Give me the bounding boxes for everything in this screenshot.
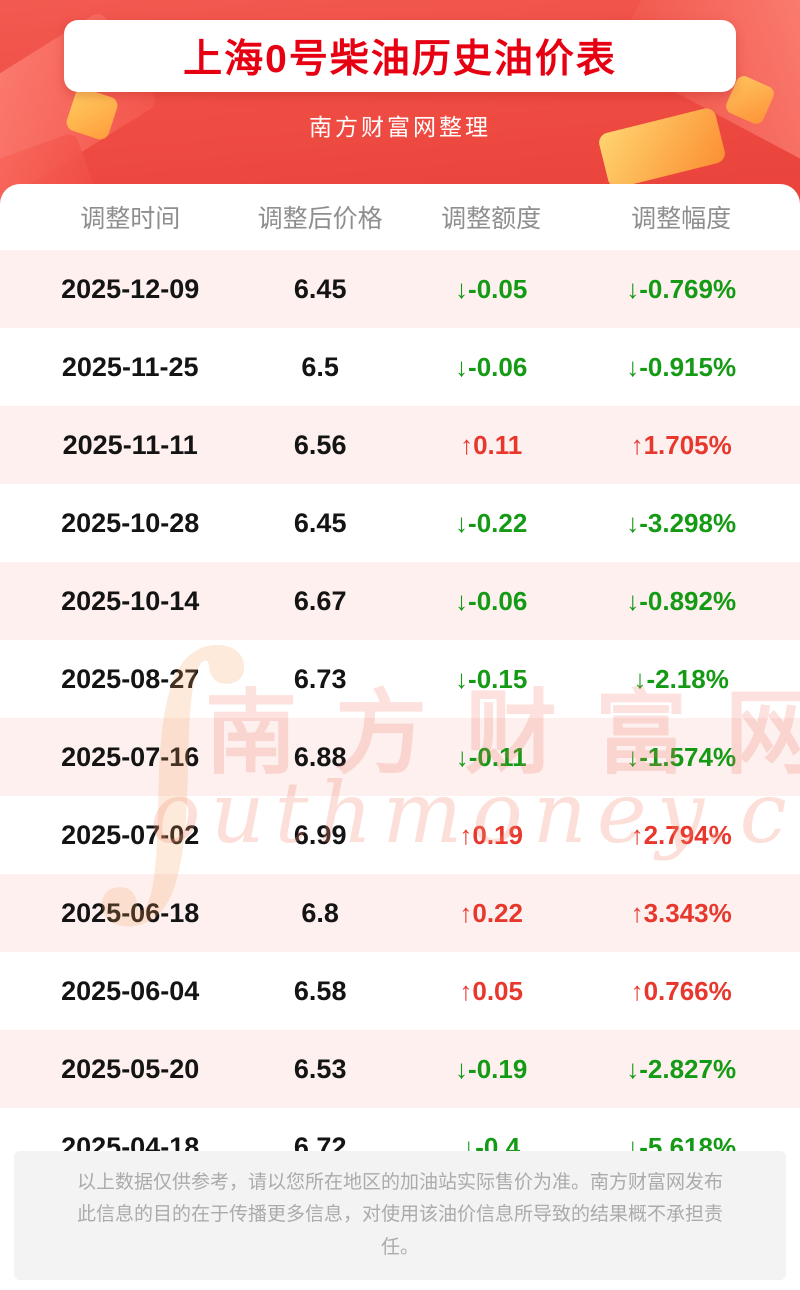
table-row: 2025-10-28 6.45 ↓-0.22 ↓-3.298% [0,484,800,562]
change-cell: ↑0.22 [459,897,523,928]
pct-cell: ↓-2.18% [633,663,729,694]
header-adjust-range: 调整幅度 [631,205,732,233]
table-row: 2025-11-25 6.5 ↓-0.06 ↓-0.915% [0,328,800,406]
pct-cell: ↓-0.769% [626,273,737,304]
change-cell: ↓-0.06 [455,351,528,382]
change-cell: ↓-0.11 [455,741,527,772]
change-cell: ↑0.11 [460,429,523,460]
change-cell: ↓-0.19 [455,1053,528,1084]
change-cell: ↓-0.05 [455,273,528,304]
date-cell: 2025-07-16 [61,741,200,772]
price-cell: 6.56 [293,429,347,460]
disclaimer-text: 以上数据仅供参考，请以您所在地区的加油站实际售价为准。南方财富网发布此信息的目的… [76,1172,723,1258]
header-adjust-amount: 调整额度 [441,205,542,233]
table-header-row: 调整时间 调整后价格 调整额度 调整幅度 [0,184,800,250]
price-cell: 6.45 [293,273,347,304]
pct-cell: ↓-1.574% [626,741,737,772]
pct-cell: ↑2.794% [630,819,732,850]
pct-cell: ↑1.705% [630,429,732,460]
price-cell: 6.8 [301,897,339,928]
date-cell: 2025-07-02 [61,819,200,850]
pct-cell: ↓-2.827% [626,1053,737,1084]
pct-cell: ↑0.766% [630,975,732,1006]
date-cell: 2025-12-09 [61,273,200,304]
table-row: 2025-05-20 6.53 ↓-0.19 ↓-2.827% [0,1030,800,1108]
title-banner: 上海0号柴油历史油价表 [64,20,736,92]
hero-banner: 上海0号柴油历史油价表 南方财富网整理 [0,0,800,208]
page-subtitle: 南方财富网整理 [309,114,491,140]
price-cell: 6.88 [293,741,347,772]
date-cell: 2025-11-11 [62,429,198,460]
table-row: 2025-07-02 6.99 ↑0.19 ↑2.794% [0,796,800,874]
table-row: 2025-06-18 6.8 ↑0.22 ↑3.343% [0,874,800,952]
pct-cell: ↓-0.915% [626,351,737,382]
pct-cell: ↓-0.892% [626,585,737,616]
header-adjust-time: 调整时间 [80,205,181,233]
price-table-body: 2025-12-09 6.45 ↓-0.05 ↓-0.769% 2025-11-… [0,250,800,1186]
price-cell: 6.58 [293,975,347,1006]
price-cell: 6.73 [293,663,347,694]
date-cell: 2025-11-25 [61,351,199,382]
price-cell: 6.45 [293,507,347,538]
change-cell: ↓-0.15 [455,663,528,694]
table-row: 2025-08-27 6.73 ↓-0.15 ↓-2.18% [0,640,800,718]
header-price-after: 调整后价格 [257,205,383,233]
price-cell: 6.53 [293,1053,347,1084]
table-row: 2025-12-09 6.45 ↓-0.05 ↓-0.769% [0,250,800,328]
price-cell: 6.99 [293,819,347,850]
date-cell: 2025-06-18 [61,897,200,928]
change-cell: ↓-0.06 [455,585,528,616]
table-row: 2025-06-04 6.58 ↑0.05 ↑0.766% [0,952,800,1030]
table-row: 2025-07-16 6.88 ↓-0.11 ↓-1.574% [0,718,800,796]
date-cell: 2025-06-04 [61,975,200,1006]
date-cell: 2025-05-20 [61,1053,200,1084]
change-cell: ↓-0.22 [455,507,528,538]
change-cell: ↑0.19 [459,819,523,850]
table-row: 2025-11-11 6.56 ↑0.11 ↑1.705% [0,406,800,484]
price-table-card: 调整时间 调整后价格 调整额度 调整幅度 2025-12-09 6.45 ↓-0… [0,184,800,1290]
date-cell: 2025-10-28 [61,507,200,538]
price-cell: 6.67 [293,585,347,616]
date-cell: 2025-10-14 [61,585,200,616]
page-title: 上海0号柴油历史油价表 [183,38,617,81]
table-row: 2025-10-14 6.67 ↓-0.06 ↓-0.892% [0,562,800,640]
date-cell: 2025-08-27 [61,663,200,694]
price-cell: 6.5 [301,351,339,382]
pct-cell: ↑3.343% [630,897,732,928]
pct-cell: ↓-3.298% [626,507,737,538]
change-cell: ↑0.05 [459,975,523,1006]
disclaimer: 以上数据仅供参考，请以您所在地区的加油站实际售价为准。南方财富网发布此信息的目的… [14,1151,786,1280]
